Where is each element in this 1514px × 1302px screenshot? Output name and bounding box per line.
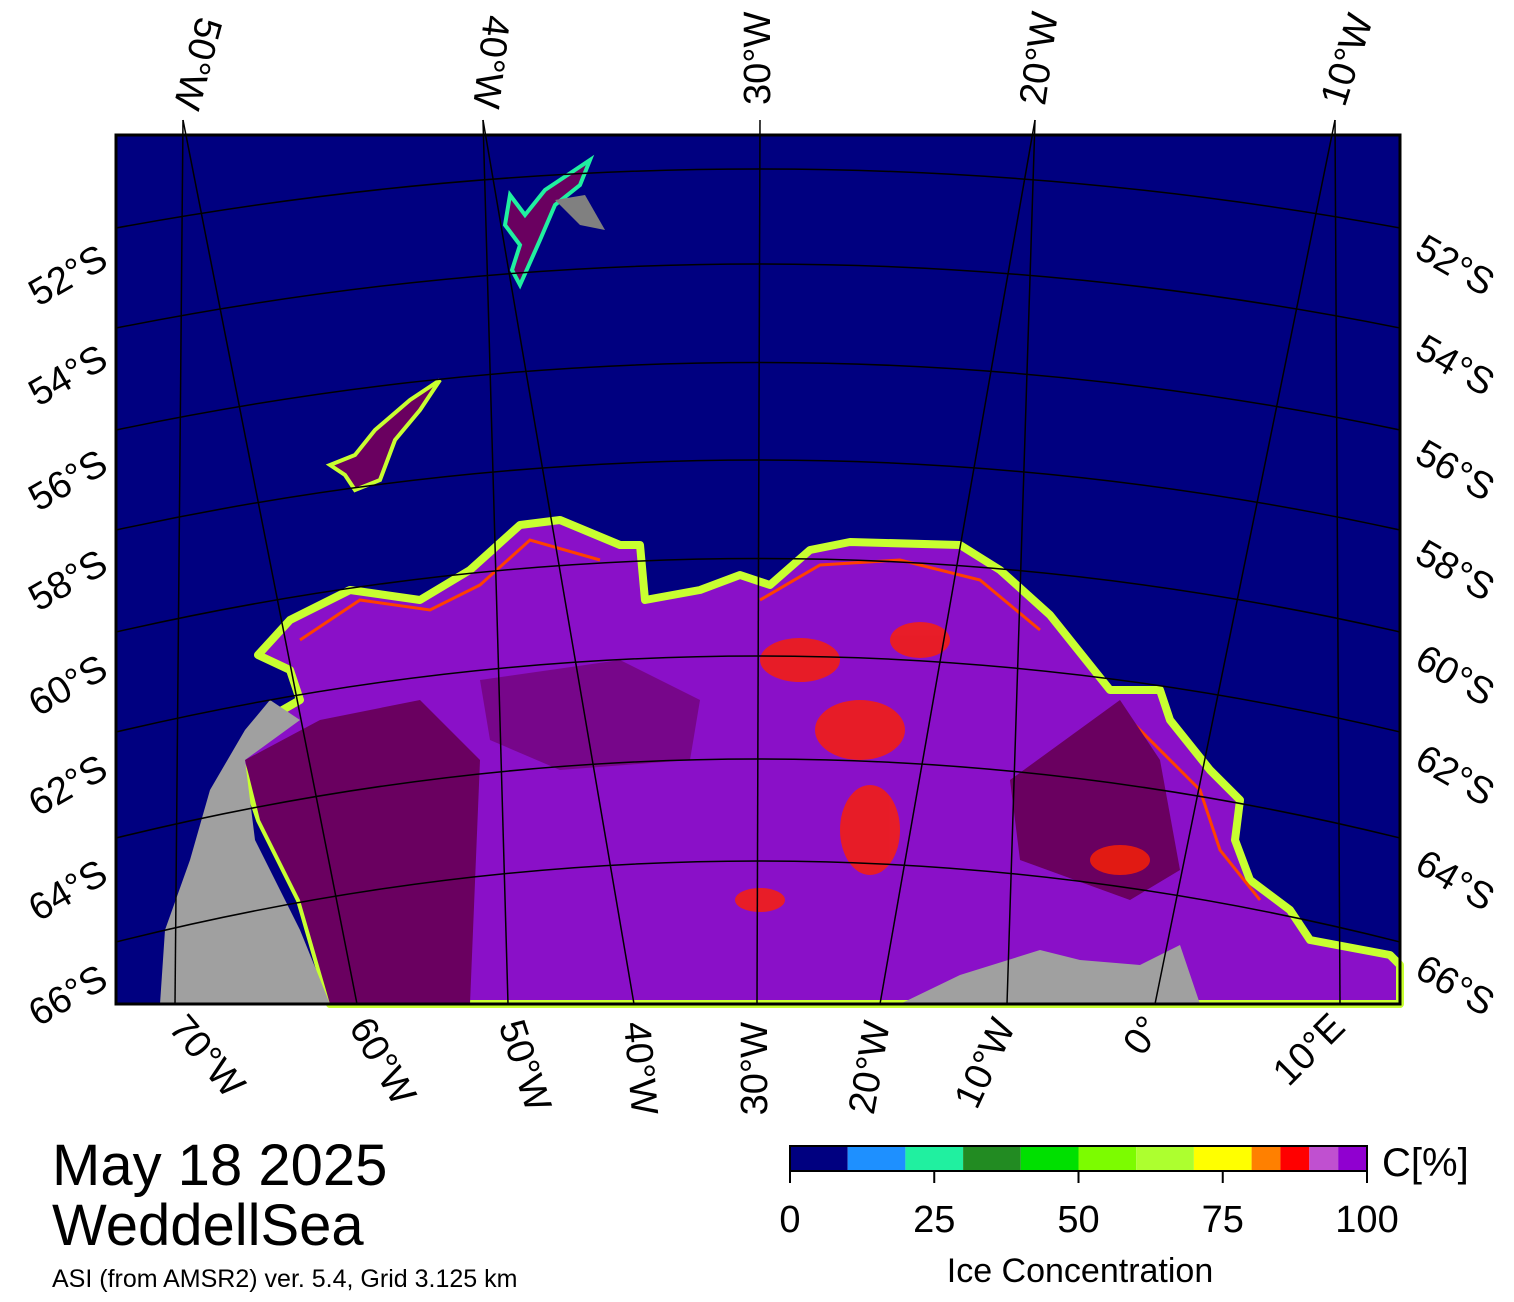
left-lat-label: 60°S: [22, 647, 115, 725]
left-lat-label: 56°S: [22, 442, 115, 520]
region: WeddellSea: [52, 1193, 364, 1258]
colorbar-tick-label: 100: [1335, 1199, 1398, 1241]
left-lat-label: 62°S: [22, 747, 115, 825]
colorbar: 0 25 50 75 100: [779, 1145, 1399, 1241]
colorbar-title: Ice Concentration: [947, 1252, 1214, 1290]
colorbar-bin: [1078, 1146, 1137, 1171]
graticule: [115, 119, 1401, 1005]
date: May 18 2025: [52, 1133, 387, 1198]
map-frame: [114, 133, 1402, 1006]
left-lat-label: 58°S: [22, 542, 115, 620]
right-lat-label: 64°S: [1408, 842, 1501, 920]
island-south-orkney: [325, 378, 442, 493]
colorbar-bin: [1251, 1146, 1281, 1171]
right-lat-label: 66°S: [1408, 947, 1501, 1025]
top-lon-label: 50°W: [165, 13, 230, 114]
top-lon-label: 10°W: [1313, 9, 1382, 111]
colorbar-bin: [1280, 1146, 1310, 1171]
right-lat-label: 60°S: [1408, 637, 1501, 715]
right-lat-label: 56°S: [1408, 432, 1501, 510]
island-gray: [555, 195, 605, 230]
bottom-lon-label: 70°W: [160, 1007, 252, 1106]
map: [114, 119, 1404, 1008]
left-lat-label: 54°S: [22, 337, 115, 415]
right-lat-label: 54°S: [1408, 327, 1501, 405]
colorbar-bin: [905, 1146, 964, 1171]
left-lat-label: 64°S: [22, 852, 115, 930]
colorbar-bin: [1309, 1146, 1339, 1171]
colorbar-tick-label: 25: [913, 1199, 955, 1241]
bottom-lon-label: 10°W: [947, 1012, 1025, 1114]
ice-melt-patches: [735, 622, 1150, 912]
right-lat-label: 62°S: [1408, 737, 1501, 815]
ice-edge-orange: [299, 538, 1262, 901]
ice-thick-left: [245, 700, 480, 1004]
colorbar-bin: [1338, 1146, 1367, 1171]
bottom-lon-label: 0°: [1115, 1009, 1170, 1063]
bottom-lon-label: 40°W: [615, 1020, 665, 1117]
bottom-lon-label: 60°W: [341, 1011, 424, 1113]
colorbar-tick-label: 75: [1202, 1199, 1244, 1241]
top-lon-label: 40°W: [464, 13, 517, 111]
colorbar-tick-label: 50: [1057, 1199, 1099, 1241]
colorbar-bin: [847, 1146, 906, 1171]
colorbar-unit: C[%]: [1382, 1141, 1469, 1185]
subtitle: ASI (from AMSR2) ver. 5.4, Grid 3.125 km: [52, 1265, 517, 1293]
land-peninsula: [160, 700, 330, 1004]
bottom-lon-label: 10°E: [1265, 1006, 1353, 1094]
left-lat-label: 52°S: [22, 237, 115, 315]
colorbar-bin: [1193, 1146, 1252, 1171]
right-lat-label: 52°S: [1408, 227, 1501, 305]
island-south-georgia: [502, 154, 595, 290]
colorbar-bin: [1020, 1146, 1079, 1171]
right-lat-label: 58°S: [1408, 532, 1501, 610]
top-lon-label: 30°W: [737, 12, 779, 105]
top-lon-label: 20°W: [1012, 9, 1067, 107]
left-lat-label: 66°S: [22, 957, 115, 1035]
colorbar-bin: [1136, 1146, 1194, 1171]
colorbar-bin: [790, 1146, 848, 1171]
colorbar-tick-label: 0: [779, 1199, 800, 1241]
bottom-lon-label: 50°W: [490, 1015, 559, 1117]
bottom-lon-label: 20°W: [841, 1018, 899, 1117]
ice-thick-mid: [480, 660, 700, 770]
land-antarctica: [900, 945, 1200, 1004]
bottom-lon-label: 30°W: [734, 1022, 776, 1115]
colorbar-bin: [963, 1146, 1021, 1171]
